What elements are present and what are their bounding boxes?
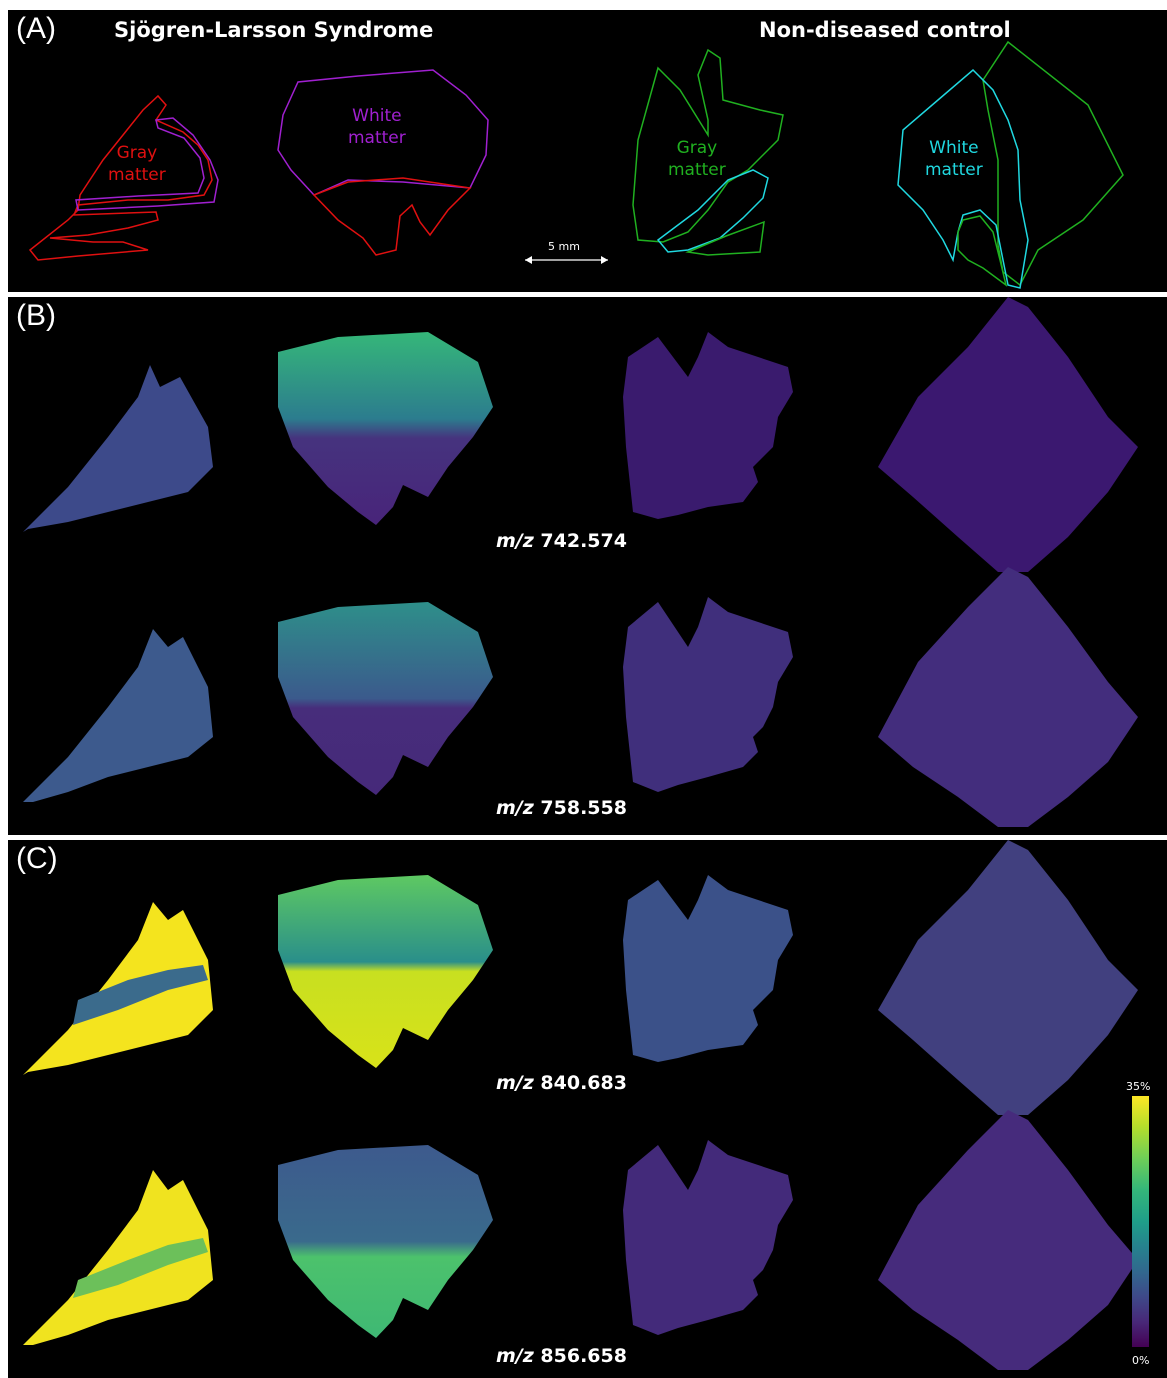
ctrl-gray-outline-1: [632, 48, 784, 243]
sls-gray-outline-2: [312, 177, 472, 256]
sls-sample-2-image-3: [278, 875, 493, 1068]
ctrl-sample-1-image-2: [623, 597, 793, 792]
ctrl-sample-1-image-3: [623, 875, 793, 1062]
sls-gray-outline-1: [28, 94, 213, 261]
ctrl-white-outline-2: [897, 68, 1029, 289]
mz-label-c1: m/z 840.683: [496, 1072, 627, 1094]
colorbar: [1132, 1096, 1149, 1347]
panel-a: (A) Sjögren-Larsson Syndrome Non-disease…: [8, 10, 1167, 292]
sls-sample-2-image-4: [278, 1145, 493, 1338]
control-header: Non-diseased control: [759, 18, 1011, 42]
sls-sample-1-image-4: [23, 1170, 213, 1345]
ctrl-white-outline-1: [656, 169, 769, 253]
sls-white-outline-1: [75, 117, 219, 211]
ctrl-sample-1-image: [623, 332, 793, 519]
ctrl-gray-label: Gray matter: [668, 138, 726, 180]
ctrl-sample-2-image: [878, 297, 1138, 572]
ctrl-gray-outline-1b: [685, 220, 765, 256]
panel-c-label: (C): [16, 842, 58, 875]
sls-sample-2-image: [278, 332, 493, 525]
panel-a-label: (A): [16, 12, 56, 45]
ion-image-row-2: [23, 567, 1138, 827]
ctrl-sample-2-image-4: [878, 1110, 1138, 1370]
panel-b-images: [23, 297, 1138, 827]
ctrl-green-outline-2b: [957, 215, 1008, 287]
ion-image-row-3: [23, 840, 1138, 1115]
ctrl-sample-1-image-4: [623, 1140, 793, 1335]
sls-sample-1-image-2: [23, 629, 213, 802]
scale-bar: [525, 256, 608, 264]
colorbar-min-label: 0%: [1132, 1354, 1150, 1367]
sls-gm-band-3: [73, 965, 208, 1025]
scale-bar-label: 5 mm: [548, 240, 580, 253]
sls-header: Sjögren-Larsson Syndrome: [114, 18, 434, 42]
ion-image-row-4: [23, 1110, 1138, 1370]
panel-c: (C) m/z 840.683 m/z 856.658 35%: [8, 840, 1167, 1378]
panel-b: (B) m/z 742.574 m/z 758.558: [8, 297, 1167, 835]
ctrl-white-label: White matter: [925, 138, 983, 180]
sls-gm-band-4: [73, 1238, 208, 1298]
panel-c-images: [23, 840, 1138, 1370]
panel-b-label: (B): [16, 299, 56, 332]
mz-label-c2: m/z 856.658: [496, 1345, 627, 1367]
ctrl-green-outline-2: [982, 40, 1124, 287]
mz-label-b1: m/z 742.574: [496, 530, 627, 552]
ion-image-row-1: [23, 297, 1138, 572]
ctrl-sample-2-image-3: [878, 840, 1138, 1115]
region-outlines: [28, 40, 1124, 289]
sls-white-outline-2: [277, 69, 489, 196]
sls-gray-label: Gray matter: [108, 143, 166, 185]
mz-label-b2: m/z 758.558: [496, 797, 627, 819]
ctrl-sample-2-image-2: [878, 567, 1138, 827]
sls-white-label: White matter: [348, 106, 406, 148]
sls-sample-1-image: [23, 365, 213, 532]
colorbar-max-label: 35%: [1126, 1080, 1151, 1093]
sls-sample-2-image-2: [278, 602, 493, 795]
